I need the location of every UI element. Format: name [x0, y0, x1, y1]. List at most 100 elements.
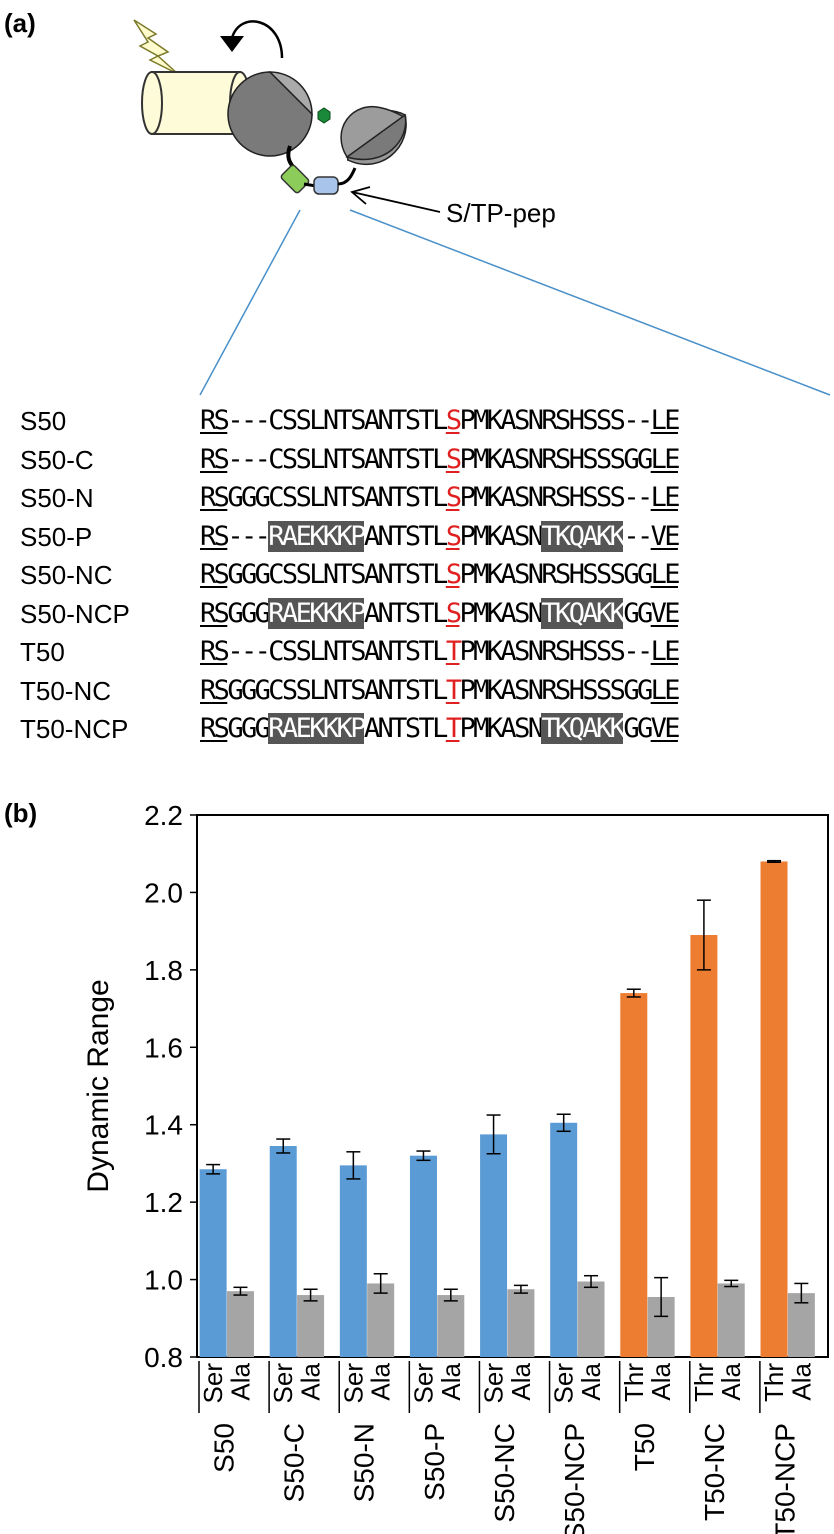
y-tick-label: 1.2 [144, 1187, 183, 1218]
sequence-name: S50-N [20, 483, 94, 513]
group-label: S50-N [349, 1423, 380, 1502]
bar [760, 861, 788, 1357]
bar-label: Ala [646, 1362, 676, 1400]
ligand-hexagon-icon [317, 107, 331, 124]
substituted-segment: TKQAKK [541, 713, 626, 744]
bar [269, 1146, 297, 1357]
sequence-segment: PMKASN [459, 713, 544, 744]
bar-label: Ser [549, 1363, 579, 1404]
y-tick-label: 1.6 [144, 1032, 183, 1063]
y-tick-label: 1.4 [144, 1110, 183, 1141]
group-label: S50-NC [489, 1423, 520, 1523]
sequence-segment: RS [200, 405, 230, 436]
y-tick-label: 2.2 [144, 800, 183, 831]
sequence-segment: RS [200, 674, 230, 706]
group-label: S50-C [279, 1423, 310, 1502]
group-label: T50 [629, 1423, 660, 1471]
substituted-segment: TKQAKK [541, 520, 626, 552]
phospho-site: S [445, 559, 462, 590]
phospho-site: T [445, 713, 462, 744]
domain-1-icon [227, 71, 313, 157]
sequence-text: RSGGGCSSLNTSANTSTLSPMKASNRSHSSSGGLE [200, 559, 681, 590]
sequence-text: RSGGGCSSLNTSANTSTLTPMKASNRSHSSSGGLE [200, 674, 681, 706]
y-tick-label: 2.0 [144, 877, 183, 908]
sequence-segment: RS [200, 597, 230, 629]
group-label: S50-P [419, 1423, 450, 1501]
y-tick-label: 1.8 [144, 955, 183, 986]
domain-2-icon [340, 105, 407, 166]
sequence-text: RSGGGCSSLNTSANTSTLSPMKASNRSHSSS--LE [200, 482, 681, 513]
dynamic-range-chart: 0.8 1.0 1.2 1.4 1.6 1.8 2.0 2.2 Dynamic Range Ser… [82, 800, 829, 1534]
phospho-site: S [445, 443, 462, 475]
bar [507, 1289, 535, 1357]
bar [297, 1295, 325, 1357]
bar-label: Ser [338, 1363, 368, 1404]
phospho-site: S [445, 520, 462, 552]
sequence-segment: LE [650, 674, 681, 706]
sequence-name: T50 [20, 637, 65, 667]
sequence-segment: RS [200, 482, 230, 513]
sequence-name: S50-NCP [20, 598, 130, 629]
sequence-segment: GGGCSSLNTSANTSTL [227, 482, 448, 513]
sequence-segment: ANTSTL [363, 713, 449, 744]
peptide-icon [313, 176, 339, 195]
sequence-name: S50-C [20, 444, 94, 475]
bar-label: Ala [366, 1362, 396, 1400]
substituted-segment: RAEKKKP [268, 713, 366, 744]
bar-label: Ser [268, 1363, 298, 1404]
sequence-name: S50 [20, 406, 67, 436]
y-axis-label: Dynamic Range [82, 979, 115, 1192]
bar [339, 1165, 367, 1357]
sequence-segment: GGG [227, 597, 271, 629]
y-tick-label: 1.0 [144, 1265, 183, 1296]
sequence-text: RSGGGRAEKKKPANTSTLSPMKASNTKQAKKGGVE [200, 597, 681, 629]
bar [550, 1122, 578, 1357]
sequence-segment: LE [650, 636, 681, 667]
sequence-segment: VE [650, 713, 681, 744]
panel-a-label: (a) [4, 8, 36, 38]
sequence-segment: --- [227, 520, 271, 552]
bar-label: Ser [198, 1363, 228, 1404]
sequence-segment: LE [650, 482, 681, 513]
bar [717, 1283, 745, 1357]
group-label: S50 [208, 1423, 239, 1473]
phospho-site: S [445, 405, 462, 436]
sequence-segment: PMKASNRSHSSS-- [459, 482, 653, 513]
sequence-segment: RS [200, 713, 230, 744]
bar [690, 935, 718, 1357]
sequence-name: S50-P [20, 521, 93, 552]
bar-label: Ala [786, 1362, 816, 1400]
bar-label: Ser [408, 1363, 438, 1404]
bar [787, 1293, 815, 1357]
sequence-segment: RS [200, 520, 230, 552]
sequence-text: RS---CSSLNTSANTSTLSPMKASNRSHSSS--LE [200, 405, 681, 436]
substituted-segment: TKQAKK [541, 597, 626, 629]
bar [409, 1155, 437, 1357]
y-tick-label: 0.8 [144, 1342, 183, 1373]
bar [437, 1295, 465, 1357]
zoom-line-right [349, 209, 831, 396]
sequence-segment: LE [650, 405, 681, 436]
bar [620, 993, 648, 1357]
sequence-text: RS---CSSLNTSANTSTLSPMKASNRSHSSSGGLE [200, 443, 681, 475]
sequence-segment: LE [650, 559, 681, 590]
sequence-segment: ANTSTL [363, 597, 449, 629]
sequence-segment: PMKASNRSHSSSGG [459, 443, 653, 475]
panel-b-label: (b) [4, 798, 38, 828]
bar-label: Ala [716, 1362, 746, 1400]
sequence-text: RS---RAEKKKPANTSTLSPMKASNTKQAKK--VE [200, 520, 681, 552]
bar-label: Ala [436, 1362, 466, 1400]
sequence-segment: ANTSTL [363, 520, 449, 552]
sequence-segment: GGGCSSLNTSANTSTL [227, 674, 448, 706]
sequence-segment: GGGCSSLNTSANTSTL [227, 559, 448, 590]
sequence-segment: GGG [227, 713, 271, 744]
sequence-segment: RS [200, 443, 230, 475]
sequence-segment: ---CSSLNTSANTSTL [227, 405, 448, 436]
sequence-segment: PMKASN [459, 597, 544, 629]
rotation-arrow-icon [230, 20, 284, 59]
bar-label: Thr [619, 1363, 649, 1402]
bar [577, 1281, 605, 1357]
sequence-name: S50-NC [20, 560, 113, 590]
bar-label: Thr [759, 1363, 789, 1402]
phospho-site: S [445, 482, 462, 513]
